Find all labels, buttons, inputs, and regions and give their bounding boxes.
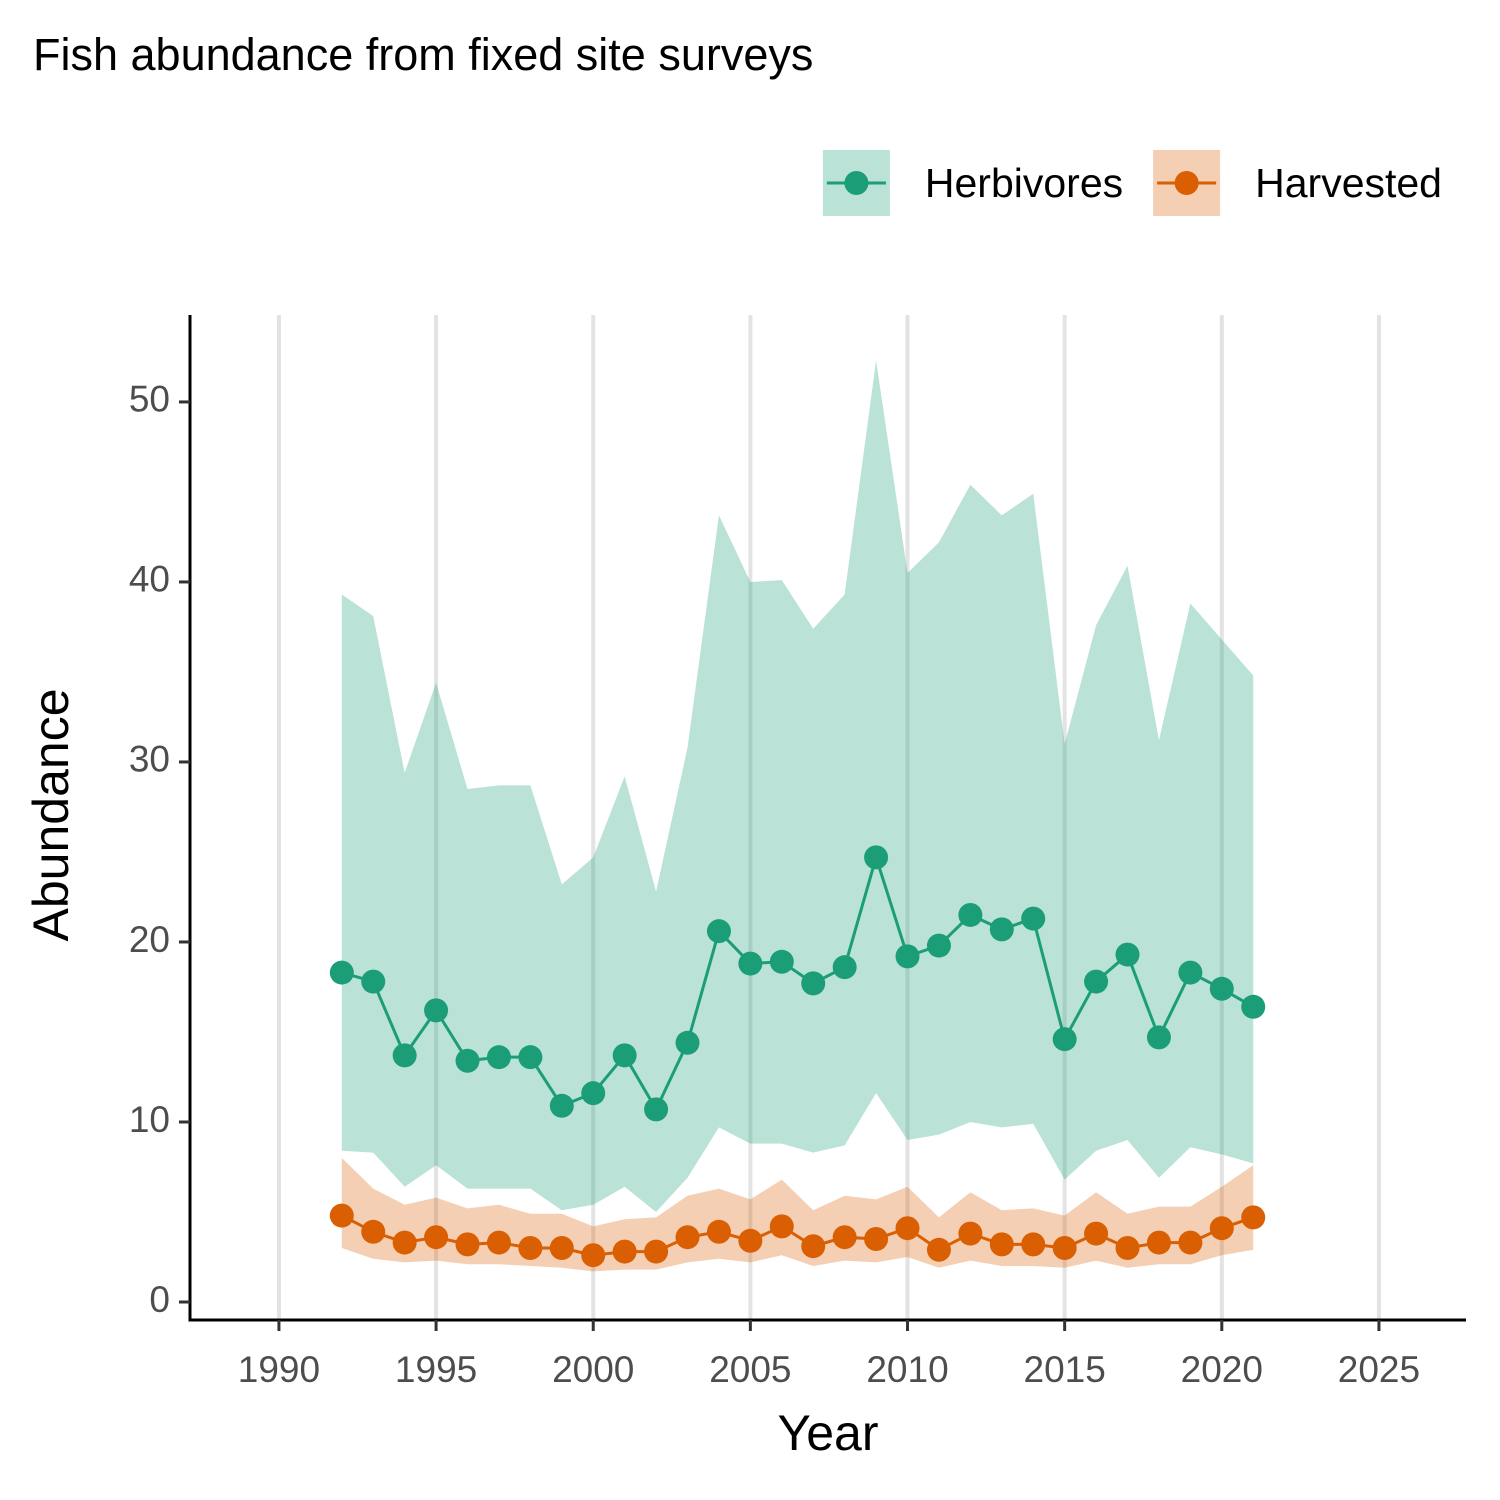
point [1115,1235,1140,1260]
x-tick-label: 2020 [1181,1349,1263,1390]
point [895,944,920,969]
point [329,960,354,985]
x-tick-label: 2010 [866,1349,948,1390]
point [644,1097,669,1122]
point [675,1030,700,1055]
x-tick-label: 2005 [709,1349,791,1390]
point [1241,1205,1266,1230]
point [644,1239,669,1264]
point [392,1230,417,1255]
point [832,955,857,980]
x-tick-label: 1995 [395,1349,477,1390]
legend-key-point [1174,171,1199,195]
point [958,902,983,927]
point [1178,1230,1203,1255]
point [1146,1025,1171,1050]
chart-title: Fish abundance from fixed site surveys [33,29,813,80]
point [424,1225,449,1250]
point [329,1203,354,1228]
ribbon [341,360,1254,1212]
point [361,1219,386,1244]
point [926,1237,951,1262]
y-axis-title: Abundance [23,688,79,941]
point [738,1228,763,1253]
point [424,998,449,1023]
point [1052,1235,1077,1260]
point [1146,1230,1171,1255]
point [769,949,794,974]
point [989,917,1014,942]
point [1084,969,1109,994]
point [1115,942,1140,967]
point [455,1232,480,1257]
x-tick-label: 1990 [238,1349,320,1390]
point [612,1043,637,1068]
point [832,1225,857,1250]
point [738,951,763,976]
point [864,845,889,870]
point [549,1093,574,1118]
legend-label: Herbivores [925,160,1123,206]
point [486,1045,511,1070]
x-tick-label: 2025 [1338,1349,1420,1390]
x-tick-label: 2015 [1024,1349,1106,1390]
point [1052,1027,1077,1052]
point [581,1081,606,1106]
point [1021,906,1046,931]
point [486,1230,511,1255]
point [989,1232,1014,1257]
legend-item: Harvested [1153,150,1442,216]
point [612,1239,637,1264]
point [864,1226,889,1251]
point [392,1043,417,1068]
x-axis-title: Year [777,1405,878,1461]
point [581,1243,606,1268]
y-tick-label: 40 [129,559,170,600]
point [518,1045,543,1070]
point [1241,994,1266,1019]
point [801,971,826,996]
point [1021,1232,1046,1257]
point [769,1214,794,1239]
point [518,1235,543,1260]
legend-label: Harvested [1255,160,1442,206]
point [549,1235,574,1260]
point [706,919,731,944]
legend-key-point [844,171,869,195]
y-tick-label: 10 [129,1099,170,1140]
point [926,933,951,958]
point [675,1225,700,1250]
point [1084,1221,1109,1246]
y-tick-label: 0 [149,1279,170,1320]
point [958,1221,983,1246]
legend-item: Herbivores [822,150,1123,216]
point [706,1219,731,1244]
x-tick-label: 2000 [552,1349,634,1390]
point [361,969,386,994]
y-tick-label: 20 [129,919,170,960]
y-tick-label: 30 [129,739,170,780]
point [895,1216,920,1241]
point [1178,960,1203,985]
y-tick-label: 50 [129,379,170,420]
point [1209,976,1234,1001]
point [1209,1216,1234,1241]
point [455,1048,480,1073]
point [801,1234,826,1259]
